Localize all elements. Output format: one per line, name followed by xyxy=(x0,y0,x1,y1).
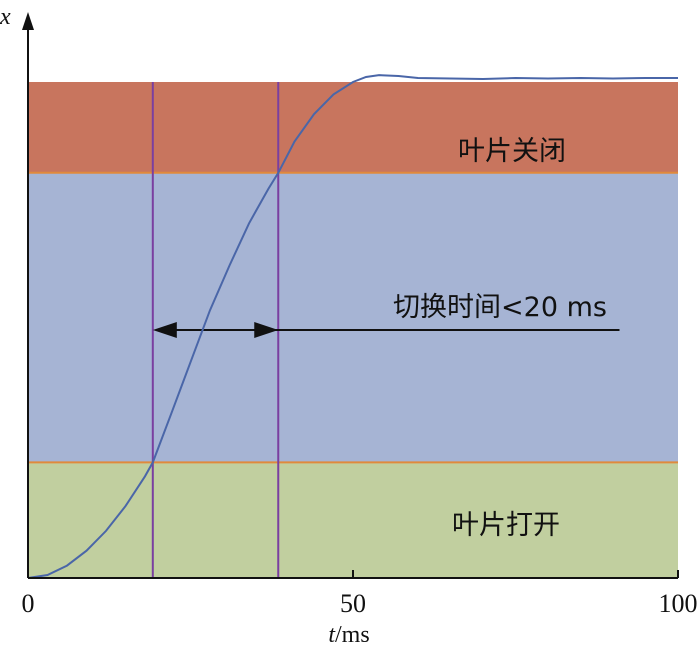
zones-layer xyxy=(28,82,678,578)
x-axis-variable: t xyxy=(328,622,336,648)
y-axis-arrow-icon xyxy=(22,12,34,30)
zone-label: 叶片打开 xyxy=(452,510,560,541)
x-tick-label: 100 xyxy=(659,589,698,618)
x-tick-label: 50 xyxy=(340,589,366,618)
x-tick-label: 0 xyxy=(22,589,35,618)
arrowhead-left-icon xyxy=(152,322,177,338)
y-axis-title: x xyxy=(0,4,11,30)
zone-band xyxy=(28,82,678,173)
axes-layer xyxy=(22,12,679,579)
zone-band xyxy=(28,462,678,578)
zone-borders-layer xyxy=(28,171,678,464)
series-line xyxy=(27,74,678,579)
zone-label: 叶片关闭 xyxy=(458,136,566,167)
arrowhead-right-icon xyxy=(254,322,279,338)
zone-band xyxy=(28,172,678,463)
annotation-label: 切换时间<20 ms xyxy=(393,292,607,323)
series-layer xyxy=(27,74,678,579)
x-axis-title: t/ms xyxy=(328,622,369,648)
annotation-layer xyxy=(152,322,620,338)
x-axis-unit: /ms xyxy=(335,622,370,648)
